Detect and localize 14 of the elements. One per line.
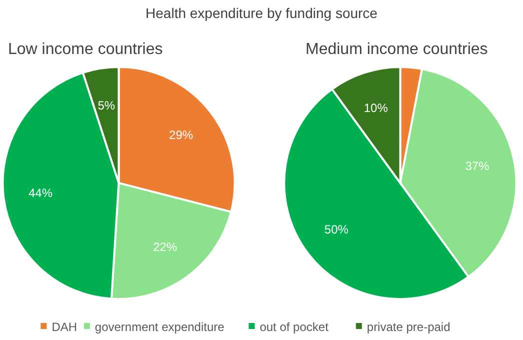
- chart-title: Health expenditure by funding source: [146, 5, 378, 21]
- slice-label: Low income countries: [8, 41, 163, 58]
- legend-label: DAH: [52, 320, 78, 334]
- data-label: 50%: [324, 222, 349, 237]
- data-label: 37%: [465, 158, 490, 173]
- data-label: 29%: [169, 128, 194, 142]
- data-label: 10%: [364, 101, 388, 116]
- legend-label: government expenditure: [94, 320, 225, 334]
- data-label: 5%: [98, 98, 116, 112]
- data-label: 22%: [153, 240, 178, 254]
- legend-label: out of pocket: [260, 320, 330, 334]
- slice-label: Medium income countries: [306, 41, 488, 58]
- data-label: 44%: [28, 186, 53, 200]
- legend-label: private pre-paid: [366, 320, 450, 334]
